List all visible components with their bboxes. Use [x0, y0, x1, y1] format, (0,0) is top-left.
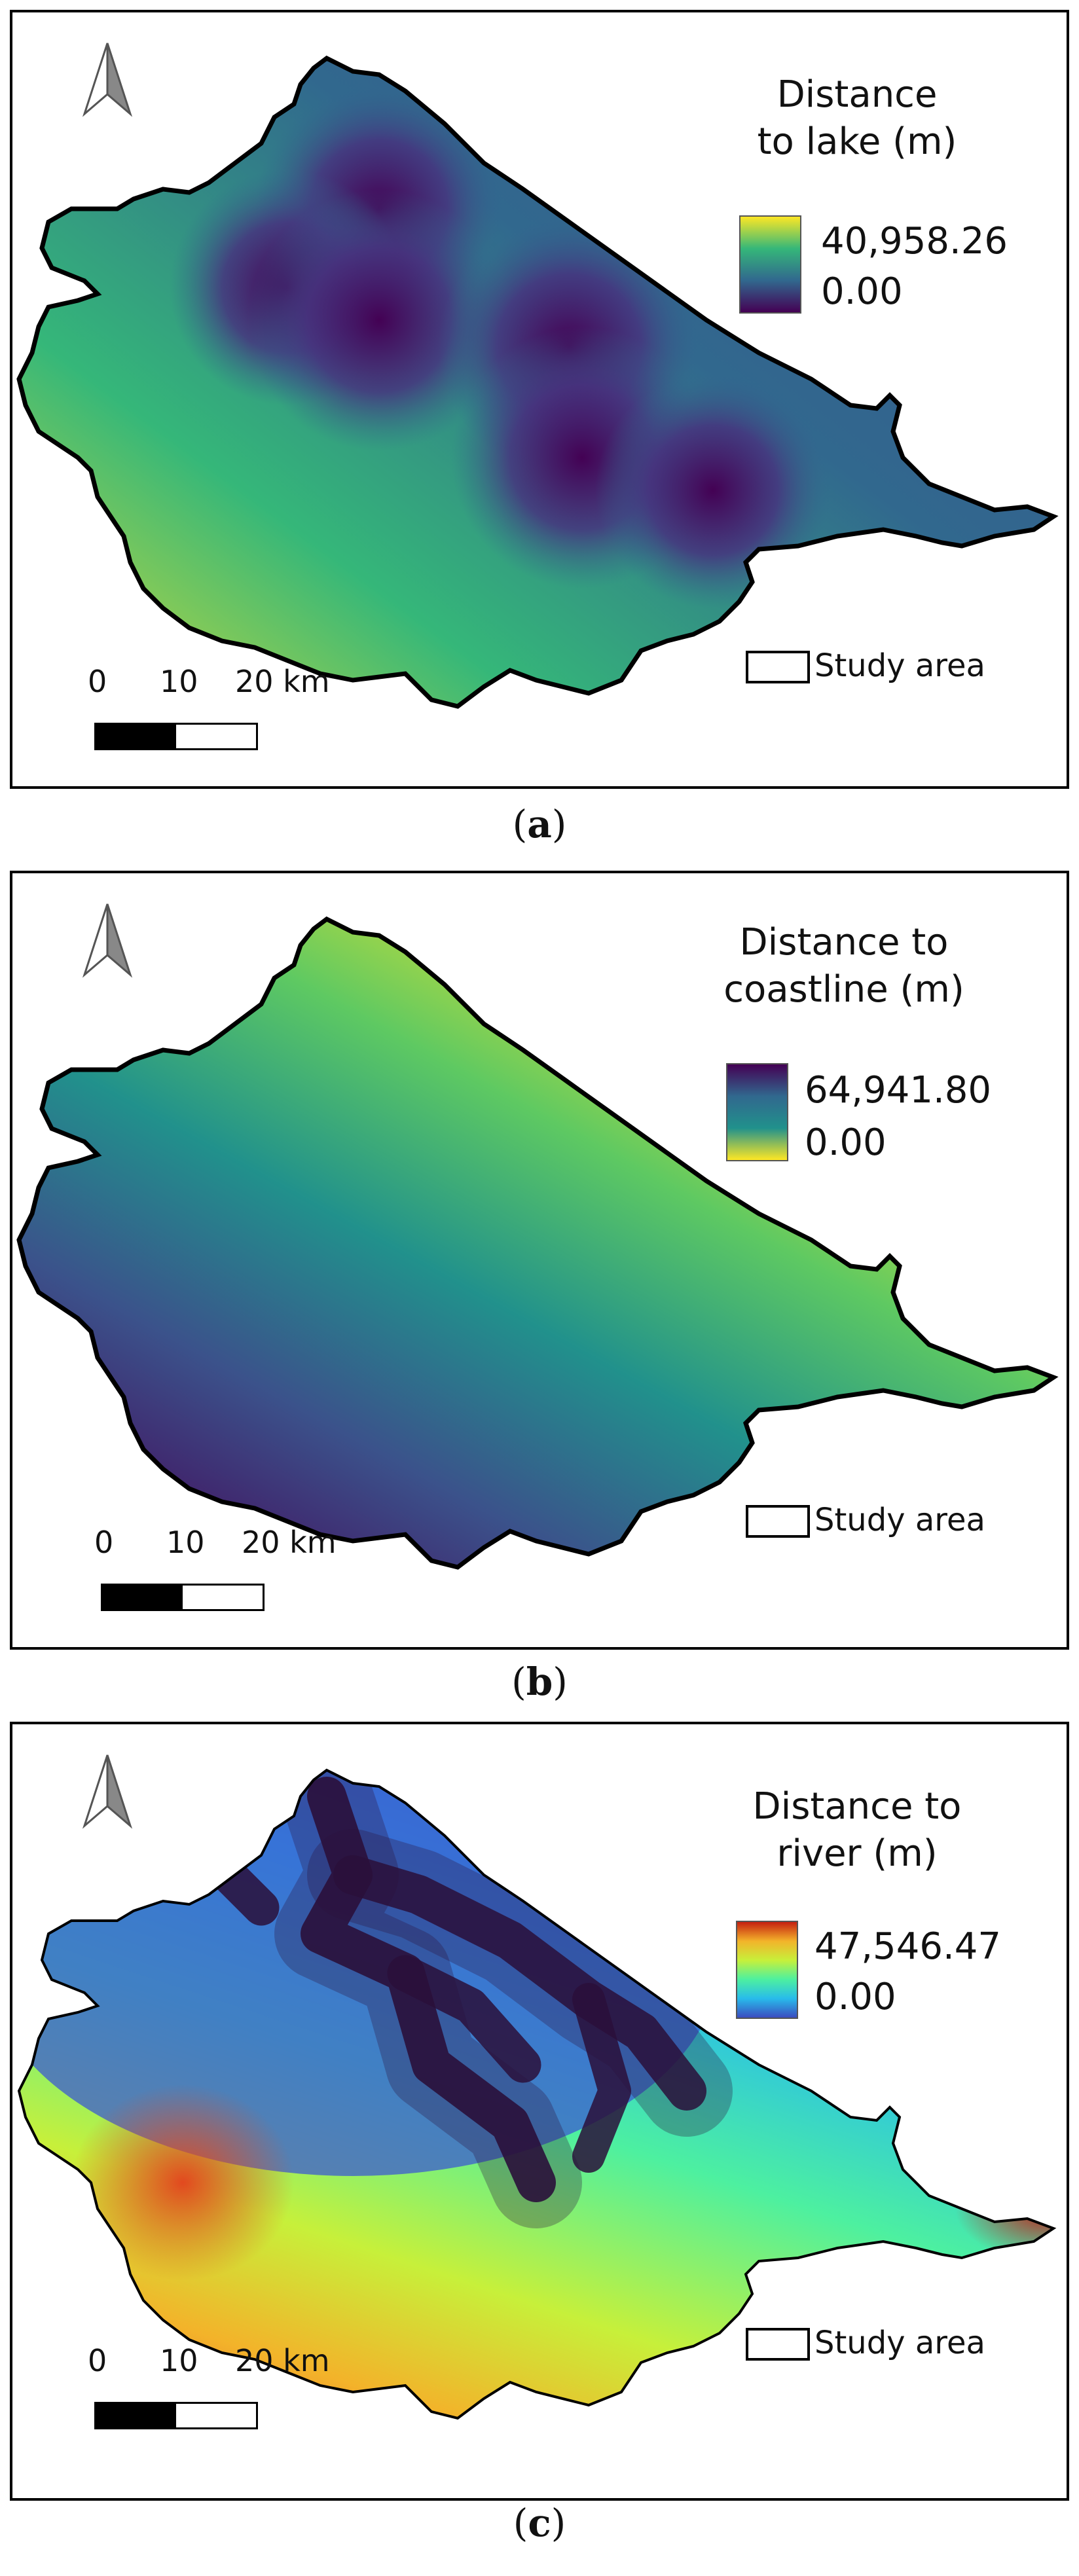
legend-color-ramp [739, 215, 801, 314]
distance-to-river-map [18, 1769, 1055, 2420]
legend-max-value: 64,941.80 [805, 1069, 992, 1112]
study-area-swatch [746, 651, 810, 683]
study-area-swatch [746, 2328, 810, 2361]
legend-color-ramp [736, 1921, 798, 2019]
scale-bar [94, 723, 258, 750]
legend-min-value: 0.00 [814, 1976, 896, 2018]
study-area-label: Study area [814, 647, 985, 684]
scale-label-20km: 20 km [235, 2343, 330, 2378]
map-panel-c: Distance to river (m) 47,546.47 0.00 Stu… [10, 1722, 1069, 2501]
legend-max-value: 40,958.26 [821, 220, 1008, 263]
legend-title: Distance to river (m) [752, 1785, 962, 1875]
scale-label-0: 0 [88, 664, 107, 699]
caption-c: (c) [513, 2501, 566, 2545]
scale-label-20km: 20 km [242, 1525, 337, 1560]
scale-label-20km: 20 km [235, 664, 330, 699]
distance-to-coastline-map [12, 873, 1067, 1647]
legend-max-value: 47,546.47 [814, 1925, 1002, 1968]
legend-title: Distance to lake (m) [757, 73, 957, 163]
north-arrow-icon [82, 903, 133, 978]
caption-a: (a) [512, 802, 567, 846]
legend-min-value: 0.00 [805, 1121, 887, 1164]
north-arrow-icon [82, 1754, 133, 1829]
study-area-label: Study area [814, 2325, 985, 2361]
scale-bar [94, 2402, 258, 2429]
study-area-swatch [746, 1505, 810, 1538]
study-area-label: Study area [814, 1502, 985, 1538]
scale-bar [101, 1584, 265, 1611]
legend-color-ramp [726, 1063, 788, 1161]
caption-b: (b) [511, 1660, 568, 1704]
scale-label-0: 0 [94, 1525, 114, 1560]
legend-title: Distance to coastline (m) [723, 921, 964, 1011]
scale-label-10: 10 [160, 664, 198, 699]
legend-min-value: 0.00 [821, 270, 903, 313]
scale-label-10: 10 [160, 2343, 198, 2378]
scale-label-10: 10 [166, 1525, 205, 1560]
north-arrow-icon [82, 43, 133, 117]
scale-label-0: 0 [88, 2343, 107, 2378]
distance-to-lake-map [12, 12, 1067, 786]
map-panel-a: Distance to lake (m) 40,958.26 0.00 Stud… [10, 10, 1069, 789]
map-panel-b: Distance to coastline (m) 64,941.80 0.00… [10, 871, 1069, 1650]
